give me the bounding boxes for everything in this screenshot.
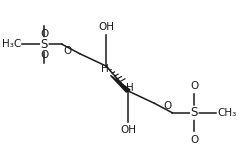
Polygon shape bbox=[110, 75, 130, 92]
Text: O: O bbox=[63, 46, 71, 56]
Text: O: O bbox=[40, 50, 48, 60]
Text: H₃C: H₃C bbox=[2, 39, 21, 49]
Text: OH: OH bbox=[98, 22, 114, 32]
Text: S: S bbox=[191, 106, 198, 119]
Text: O: O bbox=[190, 81, 198, 91]
Text: H: H bbox=[101, 64, 108, 74]
Text: CH₃: CH₃ bbox=[217, 108, 237, 118]
Text: S: S bbox=[41, 38, 48, 51]
Text: O: O bbox=[163, 101, 171, 111]
Text: OH: OH bbox=[120, 125, 136, 135]
Text: O: O bbox=[190, 135, 198, 145]
Text: O: O bbox=[40, 29, 48, 39]
Text: H: H bbox=[126, 83, 134, 93]
